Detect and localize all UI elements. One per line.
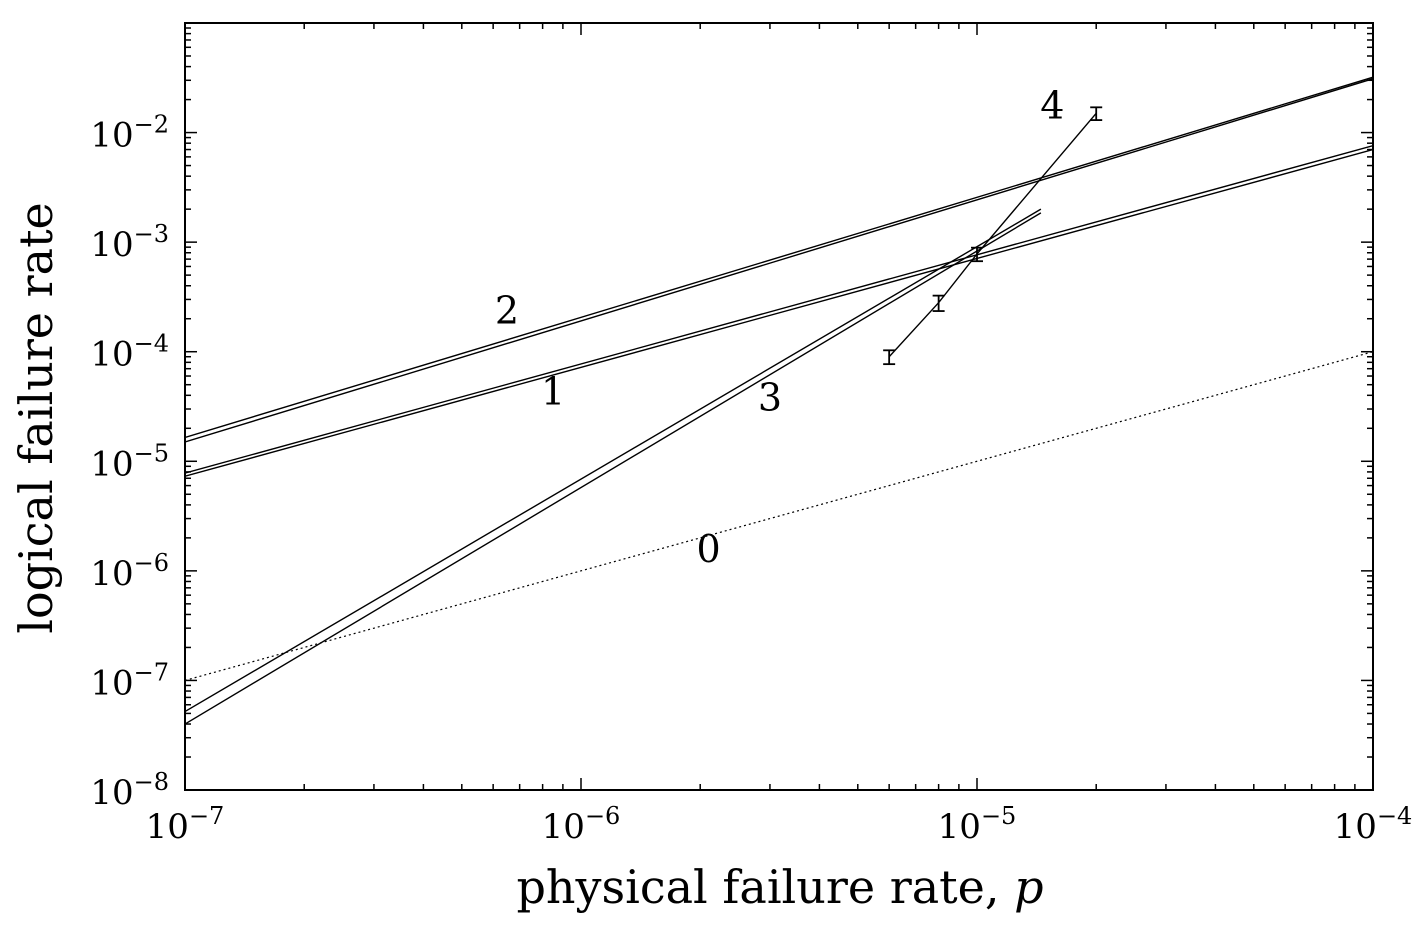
curve-label-4: 4 — [1040, 83, 1064, 127]
y-tick-label: 10−5 — [90, 439, 169, 484]
series-2-line — [185, 78, 1373, 443]
series-3-line — [185, 208, 1042, 713]
series-0-line — [185, 351, 1373, 682]
x-tick-label: 10−7 — [146, 802, 225, 847]
y-tick-label: 10−4 — [90, 330, 169, 375]
y-axis-title: logical failure rate — [9, 202, 63, 634]
series-4-line — [888, 112, 1097, 358]
y-tick-label: 10−8 — [90, 768, 169, 813]
y-tick-label: 10−2 — [90, 111, 169, 156]
x-tick-label: 10−6 — [542, 802, 621, 847]
series-3-line — [185, 212, 1042, 725]
curve-label-2: 2 — [495, 289, 519, 333]
x-tick-label: 10−5 — [938, 802, 1017, 847]
curve-label-0: 0 — [697, 527, 721, 571]
plot-frame — [184, 22, 1374, 791]
x-tick-label: 10−4 — [1334, 802, 1413, 847]
y-tick-label: 10−3 — [90, 220, 169, 265]
curve-label-3: 3 — [758, 376, 782, 420]
y-tick-label: 10−6 — [90, 549, 169, 594]
y-tick-label: 10−7 — [90, 658, 169, 703]
x-axis-title: physical failure rate, p — [516, 860, 1043, 914]
series-layer — [185, 76, 1373, 725]
curve-label-1: 1 — [541, 369, 565, 413]
labels-layer: 10−7 10−6 10−5 10−410−810−710−610−510−410−3… — [90, 83, 1412, 847]
series-2-line — [185, 76, 1373, 439]
series-1-line — [185, 144, 1373, 474]
series-1-line — [185, 148, 1373, 477]
